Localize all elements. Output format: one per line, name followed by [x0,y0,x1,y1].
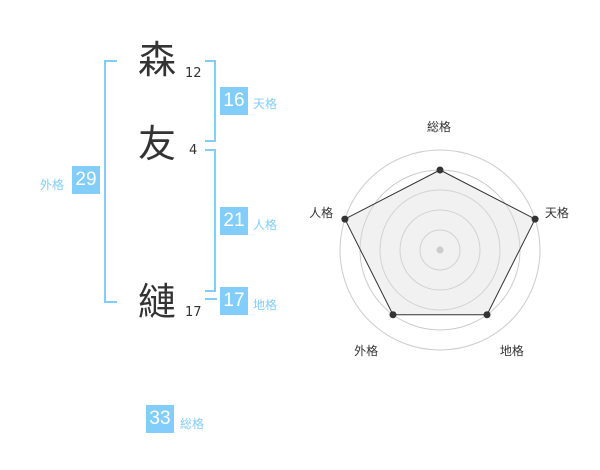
radar-ring [339,149,541,351]
radar-axis-label: 地格 [499,344,524,359]
tenkaku-bracket [205,60,216,142]
name-char-3: 縺 [138,280,177,324]
chikaku-value: 17 [220,287,248,315]
jinkaku-value: 21 [220,207,248,235]
radar-point [531,215,539,223]
tenkaku-label: 天格 [253,97,278,111]
stroke-count-3: 17 [185,305,202,320]
name-char-1: 森 [138,38,177,82]
radar-center [436,246,444,254]
radar-point [436,166,444,174]
gaikaku-label: 外格 [40,178,65,192]
stroke-count-1: 12 [185,66,202,81]
tenkaku-value: 16 [220,87,248,115]
gaikaku-value: 29 [72,166,100,194]
radar-point [341,215,349,223]
radar-axis-label: 人格 [309,205,334,220]
chikaku-connector [205,298,217,300]
radar-ring [399,209,481,291]
radar-ring [419,229,461,271]
radar-point [389,311,397,319]
radar-axis-label: 外格 [354,344,379,359]
radar-point [483,311,491,319]
jinkaku-label: 人格 [253,218,278,232]
gaikaku-bracket [104,60,117,303]
soukaku-label: 総格 [180,417,205,431]
radar-area [344,169,536,316]
radar-ring [379,189,501,311]
radar-axis-label: 天格 [544,205,569,220]
chikaku-label: 地格 [253,298,278,312]
name-char-2: 友 [138,122,177,166]
stroke-count-2: 4 [189,143,198,158]
radar-axis-label: 総格 [427,120,452,134]
soukaku-value: 33 [146,405,174,433]
jinkaku-bracket [205,149,216,292]
